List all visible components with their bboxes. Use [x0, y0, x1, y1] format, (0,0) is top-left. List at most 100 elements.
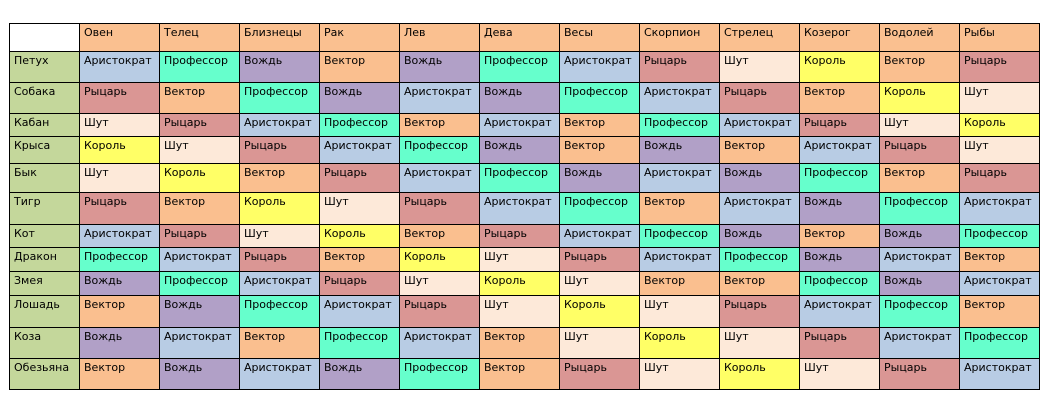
table-cell: Вектор — [239, 327, 320, 359]
animal-header: Кот — [9, 224, 80, 248]
table-cell: Аристократ — [159, 247, 240, 272]
table-cell: Король — [159, 163, 240, 193]
animal-header: Тигр — [9, 192, 80, 225]
table-cell: Аристократ — [239, 271, 320, 296]
table-cell: Король — [559, 295, 640, 328]
table-cell: Рыцарь — [559, 247, 640, 272]
table-cell: Вектор — [799, 224, 880, 248]
table-cell: Профессор — [559, 192, 640, 225]
table-cell: Король — [399, 247, 480, 272]
table-cell: Рыцарь — [239, 136, 320, 164]
table-cell: Профессор — [319, 327, 400, 359]
table-cell: Рыцарь — [159, 113, 240, 137]
table-cell: Профессор — [879, 192, 960, 225]
table-cell: Профессор — [479, 51, 560, 83]
table-cell: Шут — [399, 271, 480, 296]
table-cell: Вектор — [959, 295, 1040, 328]
sign-header: Козерог — [799, 23, 880, 52]
table-cell: Профессор — [719, 247, 800, 272]
animal-header: Обезьяна — [9, 358, 80, 390]
table-cell: Вектор — [79, 358, 160, 390]
table-cell: Шут — [79, 163, 160, 193]
table-cell: Аристократ — [399, 327, 480, 359]
table-cell: Вектор — [639, 271, 720, 296]
sign-header: Рыбы — [959, 23, 1040, 52]
table-cell: Рыцарь — [319, 163, 400, 193]
table-cell: Рыцарь — [79, 82, 160, 114]
table-row: Дракон Профессор Аристократ Рыцарь Вектор Кор… — [9, 247, 1040, 272]
table-cell: Аристократ — [399, 82, 480, 114]
table-cell: Аристократ — [239, 358, 320, 390]
animal-header: Кабан — [9, 113, 80, 137]
table-cell: Шут — [559, 327, 640, 359]
table-cell: Рыцарь — [79, 192, 160, 225]
table-cell: Профессор — [159, 271, 240, 296]
table-row: Петух Аристократ Профессор Вождь Вектор Вождь… — [9, 51, 1040, 83]
table-cell: Рыцарь — [159, 224, 240, 248]
table-cell: Аристократ — [239, 113, 320, 137]
table-cell: Шут — [159, 136, 240, 164]
table-cell: Вектор — [799, 82, 880, 114]
table-cell: Вождь — [559, 163, 640, 193]
table-cell: Вектор — [559, 136, 640, 164]
table-cell: Шут — [479, 247, 560, 272]
table-cell: Аристократ — [319, 136, 400, 164]
table-cell: Вождь — [799, 192, 880, 225]
table-row: Змея Вождь Профессор Аристократ Рыцарь Шут Кор… — [9, 271, 1040, 296]
table-cell: Аристократ — [479, 192, 560, 225]
table-cell: Вождь — [159, 295, 240, 328]
table-cell: Аристократ — [799, 136, 880, 164]
table-cell: Профессор — [79, 247, 160, 272]
table-cell: Профессор — [239, 82, 320, 114]
table-cell: Вождь — [799, 247, 880, 272]
table-cell: Рыцарь — [319, 271, 400, 296]
table-cell: Король — [799, 51, 880, 83]
table-cell: Король — [959, 113, 1040, 137]
table-cell: Король — [319, 224, 400, 248]
table-cell: Профессор — [559, 82, 640, 114]
table-row: Кот Аристократ Рыцарь Шут Король Вектор Рыцарь… — [9, 224, 1040, 248]
table-cell: Аристократ — [79, 51, 160, 83]
table-cell: Профессор — [239, 295, 320, 328]
table-cell: Аристократ — [639, 163, 720, 193]
sign-header: Дева — [479, 23, 560, 52]
table-cell: Шут — [639, 295, 720, 328]
table-cell: Рыцарь — [799, 113, 880, 137]
animal-header: Собака — [9, 82, 80, 114]
table-cell: Аристократ — [559, 224, 640, 248]
table-cell: Вождь — [479, 82, 560, 114]
table-cell: Вектор — [719, 271, 800, 296]
table-cell: Шут — [639, 358, 720, 390]
table-cell: Рыцарь — [719, 295, 800, 328]
table-cell: Вождь — [79, 271, 160, 296]
table-cell: Профессор — [479, 163, 560, 193]
sign-header-row: Овен Телец Близнецы Рак Лев Дева Весы Скорпион С… — [9, 23, 1040, 52]
table-cell: Вождь — [719, 224, 800, 248]
table-cell: Рыцарь — [399, 192, 480, 225]
table-cell: Рыцарь — [959, 51, 1040, 83]
table-cell: Профессор — [879, 295, 960, 328]
table-cell: Аристократ — [399, 163, 480, 193]
animal-header: Бык — [9, 163, 80, 193]
table-cell: Вождь — [719, 163, 800, 193]
table-cell: Король — [879, 82, 960, 114]
table-cell: Король — [479, 271, 560, 296]
table-cell: Вектор — [399, 113, 480, 137]
table-cell: Шут — [799, 358, 880, 390]
animal-header: Лошадь — [9, 295, 80, 328]
table-cell: Аристократ — [799, 295, 880, 328]
animal-header: Дракон — [9, 247, 80, 272]
table-row: Обезьяна Вектор Вождь Аристократ Вождь Профес… — [9, 358, 1040, 390]
table-cell: Шут — [239, 224, 320, 248]
table-row: Лошадь Вектор Вождь Профессор Аристократ Рыца… — [9, 295, 1040, 328]
corner-cell — [9, 23, 80, 52]
table-cell: Аристократ — [319, 295, 400, 328]
table-cell: Профессор — [399, 358, 480, 390]
table-cell: Рыцарь — [239, 247, 320, 272]
table-cell: Вождь — [879, 224, 960, 248]
table-row: Крыса Король Шут Рыцарь Аристократ Профессор В… — [9, 136, 1040, 164]
table-body: Овен Телец Близнецы Рак Лев Дева Весы Скорпион С… — [9, 23, 1040, 390]
table-cell: Аристократ — [879, 327, 960, 359]
table-cell: Вождь — [239, 51, 320, 83]
table-cell: Вектор — [159, 82, 240, 114]
